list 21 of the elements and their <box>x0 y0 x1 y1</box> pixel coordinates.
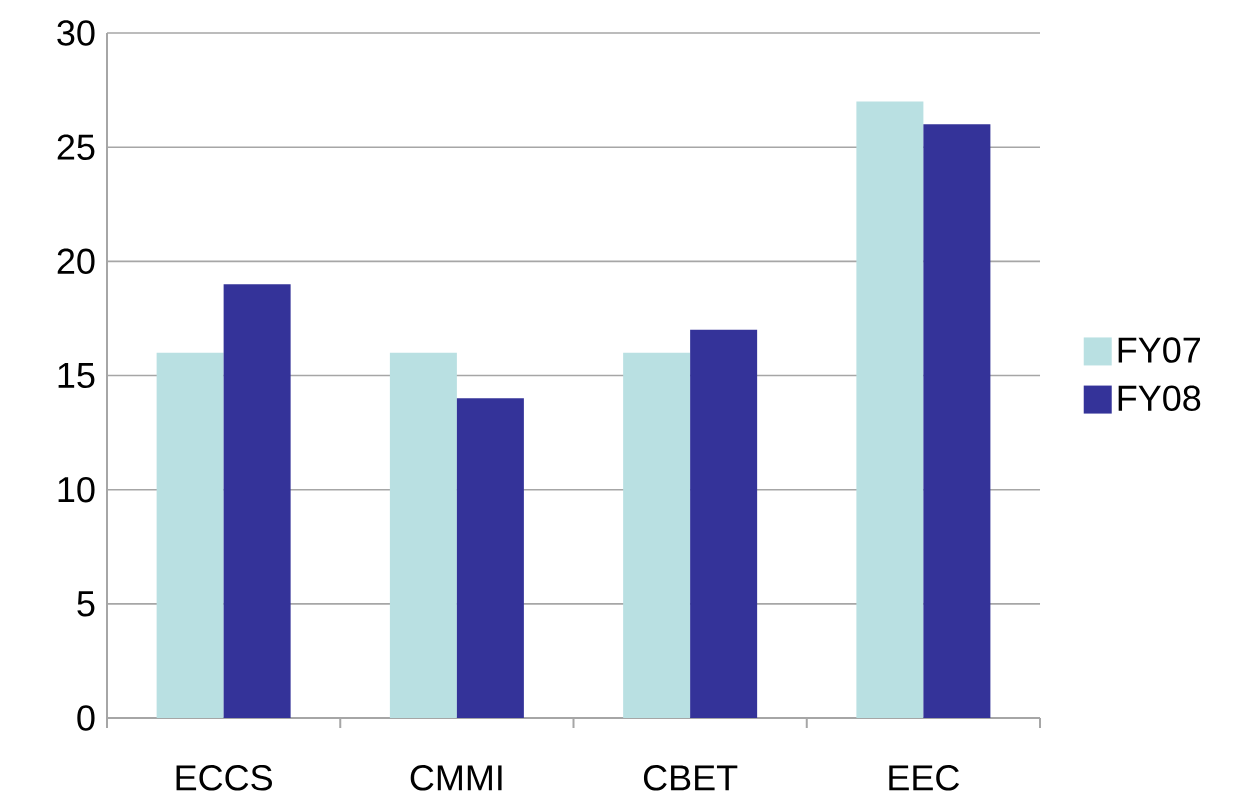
x-tick-label: CMMI <box>410 765 502 791</box>
y-tick-label: 25 <box>57 134 95 160</box>
bar <box>856 101 924 719</box>
legend-label: FY07 <box>1118 337 1200 363</box>
legend-label: FY08 <box>1118 385 1201 411</box>
y-tick-label: 20 <box>57 248 95 275</box>
bar <box>923 124 991 719</box>
bar <box>623 352 691 719</box>
y-tick-label: 30 <box>57 20 95 46</box>
x-tick-label: ECCS <box>176 765 272 791</box>
x-tick-label: EEC <box>889 765 960 791</box>
y-tick-label: 0 <box>77 705 95 731</box>
bar <box>223 284 291 719</box>
y-tick-label: 15 <box>58 362 95 389</box>
y-tick-label: 10 <box>58 476 95 503</box>
bar <box>389 352 457 719</box>
x-tick-label: CBET <box>643 765 738 791</box>
bar <box>690 329 758 719</box>
bar <box>456 398 524 719</box>
y-tick-label: 5 <box>77 591 95 617</box>
bar <box>156 352 224 719</box>
